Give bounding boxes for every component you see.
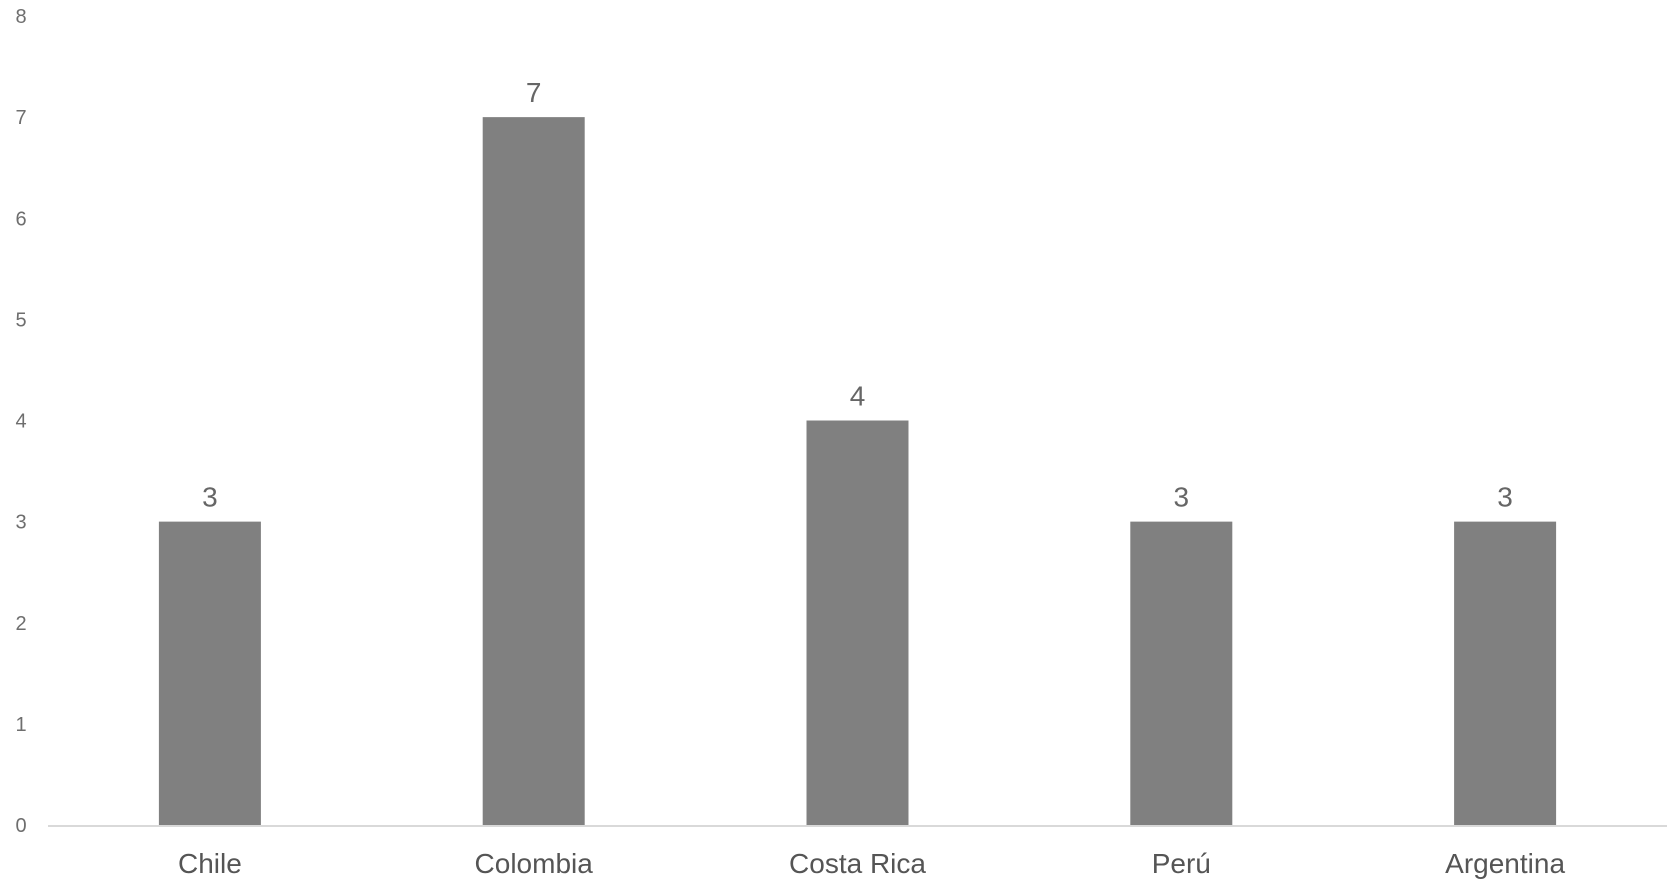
bars <box>158 117 1557 825</box>
data-label: 3 <box>1174 482 1190 513</box>
data-labels: 3 7 4 3 3 <box>202 77 1513 513</box>
x-tick-label: Perú <box>1152 848 1211 879</box>
bar <box>1130 521 1233 825</box>
y-axis-tick-labels: 0 1 2 3 4 5 6 7 8 <box>15 6 26 837</box>
bar <box>158 521 261 825</box>
y-tick-label: 8 <box>15 6 26 28</box>
data-label: 7 <box>526 77 542 108</box>
bar <box>482 117 585 825</box>
y-tick-label: 2 <box>15 613 26 635</box>
y-tick-label: 7 <box>15 107 26 129</box>
data-label: 4 <box>850 381 866 412</box>
y-tick-label: 6 <box>15 208 26 230</box>
x-axis-tick-labels: Chile Colombia Costa Rica Perú Argentina <box>178 848 1565 879</box>
x-tick-label: Argentina <box>1445 848 1565 879</box>
y-tick-label: 3 <box>15 512 26 534</box>
y-tick-label: 5 <box>15 309 26 331</box>
x-tick-label: Chile <box>178 848 242 879</box>
bar <box>806 420 909 825</box>
data-label: 3 <box>1497 482 1513 513</box>
y-tick-label: 1 <box>15 714 26 736</box>
x-tick-label: Colombia <box>475 848 594 879</box>
bar <box>1454 521 1557 825</box>
data-label: 3 <box>202 482 218 513</box>
x-tick-label: Costa Rica <box>789 848 926 879</box>
y-tick-label: 4 <box>15 411 26 433</box>
y-tick-label: 0 <box>15 815 26 837</box>
